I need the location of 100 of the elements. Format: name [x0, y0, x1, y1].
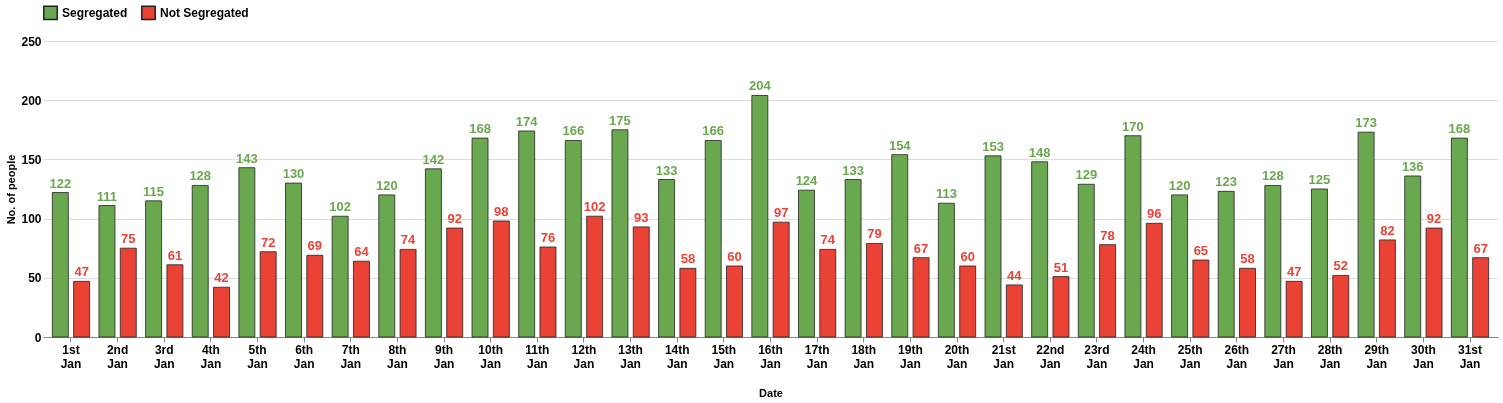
- bar: [937, 202, 955, 338]
- bar: [798, 189, 815, 338]
- bar: [1005, 284, 1023, 338]
- bar: [1450, 137, 1468, 338]
- data-label: 204: [748, 78, 772, 94]
- bar: [658, 179, 675, 338]
- data-label: 75: [121, 231, 136, 247]
- bar: [539, 246, 557, 338]
- data-label: 153: [982, 138, 1004, 154]
- bar: [98, 205, 116, 338]
- data-label: 166: [702, 123, 725, 139]
- bar: [1077, 183, 1095, 338]
- x-tick-label: 21st Jan: [991, 342, 1016, 371]
- y-tick-label: 0: [34, 330, 42, 345]
- bar: [679, 267, 697, 338]
- bar: [959, 265, 977, 338]
- data-label: 51: [1053, 259, 1069, 275]
- y-tick-label: 50: [28, 271, 42, 286]
- data-label: 76: [540, 230, 556, 246]
- bar: [353, 260, 370, 338]
- x-tick-label: 23rd Jan: [1084, 342, 1110, 371]
- x-tick-label: 10th Jan: [478, 342, 504, 371]
- data-label: 74: [400, 232, 417, 248]
- data-label: 170: [1122, 118, 1144, 134]
- data-label: 125: [1308, 172, 1331, 187]
- bar: [1031, 161, 1049, 338]
- bar: [1285, 280, 1303, 338]
- data-label: 97: [773, 205, 789, 221]
- bar: [866, 243, 883, 338]
- bar: [191, 185, 209, 338]
- data-label: 82: [1380, 222, 1395, 238]
- bar: [751, 95, 769, 338]
- data-label: 130: [282, 166, 305, 182]
- x-tick-label: 9th Jan: [433, 342, 455, 371]
- legend-label: Segregated: [62, 5, 128, 20]
- data-label: 113: [935, 186, 957, 202]
- bar: [704, 140, 722, 338]
- bar: [586, 215, 604, 338]
- data-label: 154: [888, 137, 912, 153]
- y-tick-label: 200: [21, 93, 42, 108]
- legend-label: Not Segregated: [160, 5, 249, 20]
- data-label: 44: [1007, 267, 1023, 283]
- bar: [1332, 275, 1350, 338]
- bar: [772, 221, 790, 338]
- data-label: 65: [1193, 243, 1209, 259]
- bar: [564, 140, 582, 338]
- bar: [425, 168, 442, 338]
- x-tick-label: 19th Jan: [898, 342, 923, 371]
- x-tick-label: 31st Jan: [1458, 342, 1483, 371]
- data-label: 58: [680, 251, 696, 267]
- bar: [1145, 222, 1163, 338]
- bar: [259, 251, 277, 338]
- data-label: 79: [867, 226, 882, 242]
- data-label: 174: [515, 113, 539, 129]
- data-label: 111: [96, 188, 118, 204]
- bar: [1171, 194, 1188, 338]
- data-label: 133: [655, 162, 678, 178]
- x-tick-label: 15th Jan: [711, 342, 737, 371]
- data-label: 168: [469, 121, 491, 137]
- data-label: 120: [375, 177, 398, 193]
- data-label: 133: [842, 162, 864, 178]
- data-label: 93: [634, 209, 649, 225]
- x-tick-label: 27th Jan: [1271, 342, 1296, 371]
- bar: [1217, 190, 1235, 338]
- data-label: 143: [236, 150, 258, 166]
- data-label: 168: [1448, 121, 1471, 137]
- bar: [726, 265, 743, 338]
- x-tick-label: 17th Jan: [804, 342, 830, 371]
- data-label: 98: [494, 203, 509, 219]
- data-label: 173: [1355, 115, 1377, 131]
- data-label: 78: [1100, 227, 1115, 243]
- bar: [378, 194, 396, 338]
- bar: [238, 167, 256, 338]
- x-tick-label: 22nd Jan: [1036, 342, 1065, 371]
- bar: [446, 227, 464, 338]
- x-tick-label: 11th Jan: [525, 342, 550, 371]
- x-axis-title: Date: [759, 386, 783, 399]
- y-tick-label: 100: [21, 212, 42, 227]
- x-tick-label: 3rd Jan: [153, 342, 175, 371]
- bar: [119, 247, 137, 338]
- x-tick-label: 24th Jan: [1131, 342, 1156, 371]
- data-label: 58: [1240, 251, 1255, 267]
- data-label: 175: [609, 112, 631, 128]
- bar: [984, 155, 1002, 338]
- x-tick-label: 30th Jan: [1411, 342, 1436, 371]
- data-label: 102: [583, 199, 606, 215]
- bar: [285, 182, 302, 338]
- data-label: 47: [1286, 264, 1302, 280]
- x-tick-label: 1st Jan: [60, 342, 82, 371]
- bar: [492, 220, 510, 338]
- bar: [166, 264, 184, 338]
- x-tick-label: 25th Jan: [1177, 342, 1203, 371]
- data-label: 60: [960, 248, 975, 264]
- data-label: 128: [189, 168, 212, 184]
- bar: [819, 248, 837, 338]
- data-label: 72: [260, 234, 276, 250]
- x-tick-label: 12th Jan: [571, 342, 597, 371]
- bar: [912, 257, 930, 338]
- data-label: 128: [1261, 168, 1284, 184]
- data-label: 74: [820, 232, 836, 248]
